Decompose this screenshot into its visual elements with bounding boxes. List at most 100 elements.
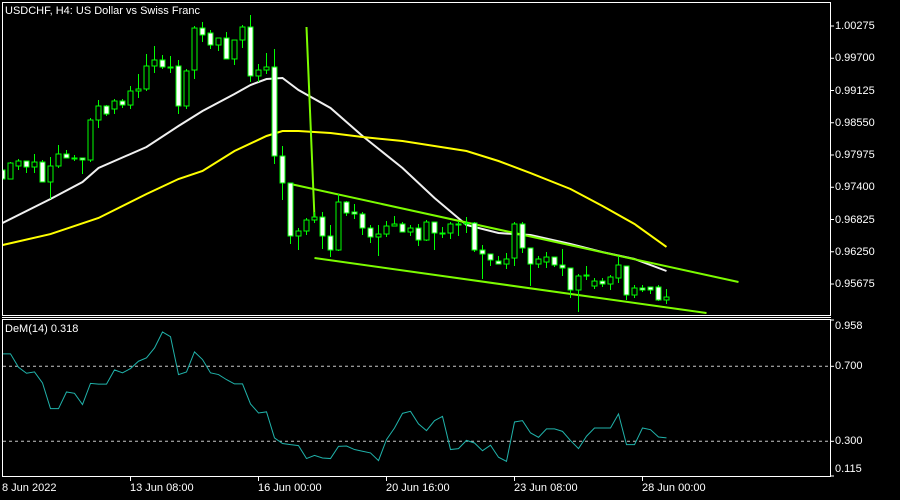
price-axis-label: 0.97400 bbox=[835, 181, 875, 194]
candle-bull bbox=[191, 27, 198, 71]
candle-bull bbox=[87, 119, 94, 161]
candle-bull bbox=[591, 280, 598, 287]
candle-bull bbox=[239, 26, 246, 41]
candle-bull bbox=[335, 201, 342, 251]
candle-bear bbox=[495, 260, 502, 265]
candle-bull bbox=[183, 70, 190, 107]
candle-bull bbox=[231, 39, 238, 60]
candle-bull bbox=[7, 162, 14, 180]
candle-bull bbox=[151, 59, 158, 67]
dem-axis-label: 0.700 bbox=[835, 360, 863, 373]
candle-bull bbox=[575, 275, 582, 291]
time-axis-label: 8 Jun 2022 bbox=[2, 482, 57, 494]
price-axis-label: 0.99125 bbox=[835, 84, 875, 97]
candle-bull bbox=[383, 225, 390, 235]
candle-bull bbox=[303, 219, 310, 232]
candle-bear bbox=[63, 153, 70, 159]
price-axis-label: 0.98550 bbox=[835, 116, 875, 129]
candle-bear bbox=[79, 157, 86, 161]
candle-bear bbox=[551, 256, 558, 266]
candle-bear bbox=[287, 182, 294, 237]
candle-bear bbox=[399, 223, 406, 233]
candle-bear bbox=[343, 201, 350, 214]
time-axis-label: 13 Jun 08:00 bbox=[130, 482, 194, 494]
candle-bull bbox=[503, 258, 510, 265]
price-axis-label: 0.96250 bbox=[835, 245, 875, 258]
candle-bull bbox=[407, 227, 414, 233]
candle-bear bbox=[567, 267, 574, 291]
candle-bull bbox=[447, 223, 454, 234]
candle-bull bbox=[311, 216, 318, 221]
candle-bear bbox=[199, 27, 206, 36]
candle-bear bbox=[367, 227, 374, 238]
trendline[interactable] bbox=[305, 26, 316, 219]
candle-bull bbox=[111, 100, 118, 110]
candle-bear bbox=[519, 223, 526, 249]
price-axis-label: 0.95675 bbox=[835, 278, 875, 290]
moving-average-fast bbox=[3, 76, 667, 272]
price-panel-frame bbox=[2, 2, 831, 316]
dem-axis-label: 0.115 bbox=[835, 463, 862, 475]
candle-bear bbox=[359, 213, 366, 229]
candle-bull bbox=[215, 37, 222, 46]
candle-bear bbox=[639, 287, 646, 291]
price-axis-label: 1.00275 bbox=[835, 20, 875, 32]
candle-bull bbox=[463, 222, 470, 225]
candle-bear bbox=[39, 161, 46, 183]
candle-bear bbox=[647, 286, 654, 291]
candle-bull bbox=[31, 161, 38, 168]
indicator-label: DeM(14) 0.318 bbox=[5, 323, 79, 335]
candle-bear bbox=[319, 216, 326, 237]
candle-bear bbox=[351, 211, 358, 215]
candle-bull bbox=[535, 258, 542, 265]
moving-average-slow bbox=[3, 130, 668, 248]
candle-bear bbox=[559, 264, 566, 269]
candle-bear bbox=[247, 26, 254, 77]
price-axis-label: 0.97975 bbox=[835, 149, 875, 161]
candle-bull bbox=[263, 66, 270, 71]
price-axis-label: 0.99700 bbox=[835, 52, 875, 65]
candle-bull bbox=[607, 276, 614, 285]
candle-bear bbox=[223, 37, 230, 60]
candle-bull bbox=[455, 223, 462, 226]
time-axis-label: 16 Jun 00:00 bbox=[258, 482, 322, 494]
candle-bear bbox=[159, 59, 166, 68]
candle-bear bbox=[623, 265, 630, 296]
candle-bull bbox=[167, 66, 174, 69]
candle-bear bbox=[599, 280, 606, 285]
candle-bull bbox=[391, 223, 398, 227]
candle-bull bbox=[55, 153, 62, 167]
candle-bear bbox=[327, 235, 334, 251]
candle-bull bbox=[295, 230, 302, 237]
dem-indicator-line bbox=[3, 331, 667, 463]
candle-bull bbox=[439, 232, 446, 235]
indicator-panel-frame bbox=[2, 319, 831, 477]
candle-bear bbox=[23, 160, 30, 168]
candle-bull bbox=[135, 88, 142, 92]
trendline[interactable] bbox=[314, 257, 707, 315]
candle-bear bbox=[487, 253, 494, 261]
chart-title: USDCHF, H4: US Dollar vs Swiss Franc bbox=[5, 5, 200, 17]
candle-bear bbox=[655, 286, 662, 301]
candle-bear bbox=[471, 222, 478, 251]
price-plot-area[interactable] bbox=[0, 15, 739, 315]
candle-bull bbox=[71, 157, 78, 160]
candle-bull bbox=[615, 264, 622, 279]
candle-bull bbox=[583, 274, 590, 277]
candle-bull bbox=[127, 90, 134, 106]
price-axis-label: 0.96825 bbox=[835, 213, 875, 226]
candle-bear bbox=[271, 66, 278, 157]
candle-bull bbox=[375, 233, 382, 238]
candle-bull bbox=[423, 221, 430, 241]
time-axis-label: 23 Jun 08:00 bbox=[514, 482, 578, 494]
candle-bull bbox=[255, 69, 262, 77]
candle-bear bbox=[103, 105, 110, 115]
time-axis-label: 28 Jun 00:00 bbox=[642, 482, 706, 494]
candle-bull bbox=[543, 256, 550, 263]
candle-bear bbox=[479, 249, 486, 255]
candle-bear bbox=[175, 65, 182, 107]
candle-bull bbox=[663, 296, 670, 301]
dem-axis-label: 0.958 bbox=[835, 320, 863, 332]
